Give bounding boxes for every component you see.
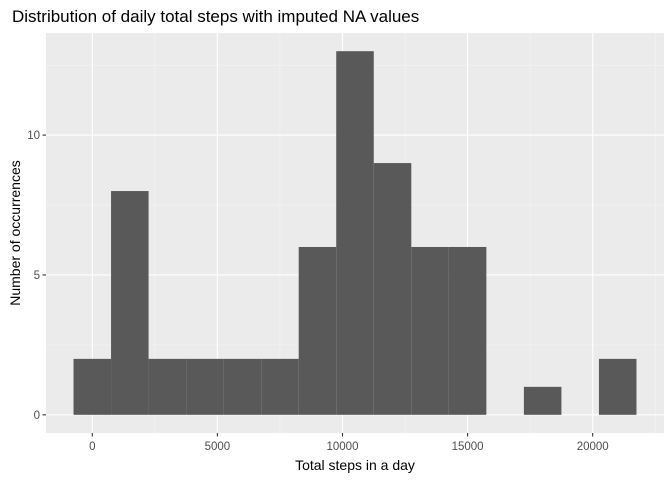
histogram-bar	[261, 358, 299, 415]
x-tick-label: 20000	[577, 441, 609, 453]
histogram-bar	[411, 246, 449, 415]
chart-title: Distribution of daily total steps with i…	[12, 7, 419, 26]
histogram-bar	[186, 358, 224, 415]
histogram-bar	[148, 358, 187, 415]
histogram-bar	[73, 358, 112, 415]
x-tick-label: 5000	[205, 441, 231, 453]
x-tick-label: 0	[89, 441, 95, 453]
y-tick-label: 5	[34, 270, 40, 282]
histogram-bar	[336, 51, 374, 415]
x-axis: 0 5000 10000 15000 20000	[89, 433, 609, 453]
y-tick-label: 0	[34, 410, 40, 422]
histogram-bar	[298, 246, 337, 415]
y-axis-title: Number of occurrences	[7, 160, 23, 306]
histogram-bar	[523, 386, 562, 415]
y-tick-label: 10	[27, 130, 40, 142]
histogram-bar	[448, 246, 487, 415]
histogram-bar	[373, 163, 412, 415]
x-axis-title: Total steps in a day	[295, 457, 415, 473]
x-tick-label: 15000	[452, 441, 484, 453]
histogram-bar	[111, 191, 149, 415]
x-tick-label: 10000	[326, 441, 358, 453]
histogram-bar	[223, 358, 262, 415]
y-axis: 0 5 10	[27, 130, 46, 422]
histogram-bars	[73, 51, 637, 415]
histogram-bar	[598, 358, 637, 415]
